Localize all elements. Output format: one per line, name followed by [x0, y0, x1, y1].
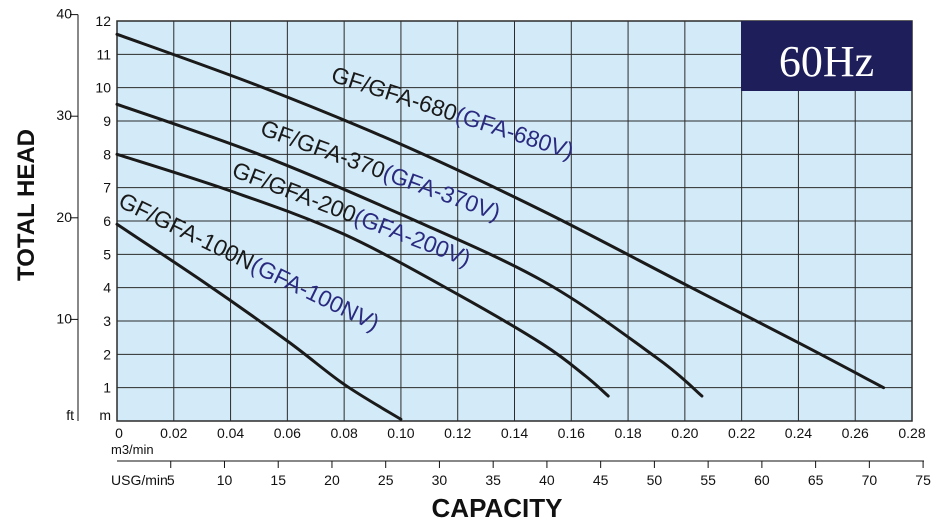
x-tick-label: 0.14	[501, 425, 528, 441]
curve-layer	[115, 32, 886, 421]
ft-tick-label: 40	[56, 6, 72, 22]
y-tick-label: 8	[103, 146, 111, 162]
x-tick-label: 0.04	[217, 425, 244, 441]
y-tick-label: 6	[103, 213, 111, 229]
y-tick-label: 12	[95, 13, 111, 29]
x-tick-label: 0.10	[387, 425, 414, 441]
y-unit-secondary: ft	[66, 407, 74, 423]
usg-tick-label: 10	[217, 472, 233, 488]
y-tick-label: 2	[103, 346, 111, 362]
ft-tick-label: 20	[56, 209, 72, 225]
frequency-badge-text: 60Hz	[779, 37, 874, 86]
gridlines	[117, 20, 913, 421]
x-tick-label: 0.18	[614, 425, 641, 441]
y-tick-label: 7	[103, 180, 111, 196]
x-tick-label: 0.02	[160, 425, 187, 441]
axes: 0 0.02 0.04 0.06 0.08 0.10 0.12 0.14 0.16 0.18 0.2…	[56, 6, 931, 488]
x-tick-label: 0.26	[842, 425, 869, 441]
usg-tick-label: 70	[862, 472, 878, 488]
frequency-badge-background	[741, 21, 912, 91]
ft-tick-label: 30	[56, 107, 72, 123]
curve-4	[115, 222, 403, 421]
y-tick-label: 11	[96, 46, 111, 62]
usg-tick-label: 35	[485, 472, 501, 488]
frequency-badge: 60Hz	[741, 21, 912, 91]
x-tick-label: 0.16	[558, 425, 585, 441]
y-tick-label: 4	[103, 280, 111, 296]
usg-tick-label: 30	[432, 472, 448, 488]
x-tick-label: 0.06	[274, 425, 301, 441]
x-unit-secondary: USG/min	[111, 472, 168, 488]
usg-tick-label: 75	[915, 472, 931, 488]
y-tick-label: 1	[103, 380, 111, 396]
curve-1	[115, 32, 886, 390]
y-tick-label: 10	[95, 80, 111, 96]
y-axis-title: TOTAL HEAD	[13, 129, 40, 281]
usg-tick-label: 5	[167, 472, 175, 488]
x-tick-label: 0.28	[898, 425, 925, 441]
ft-tick-label: 10	[56, 310, 72, 326]
x-tick-label: 0.08	[331, 425, 358, 441]
y-tick-label: 5	[103, 246, 111, 262]
usg-tick-label: 15	[270, 472, 286, 488]
x-tick-label: 0.20	[671, 425, 698, 441]
usg-tick-label: 25	[378, 472, 394, 488]
y-tick-label: 3	[103, 313, 111, 329]
x-axis-title: CAPACITY	[432, 493, 563, 522]
y-unit-primary: m	[99, 407, 111, 423]
usg-tick-label: 55	[700, 472, 716, 488]
curve-3	[115, 152, 610, 398]
usg-tick-label: 50	[647, 472, 663, 488]
curve-2	[115, 102, 704, 398]
x-tick-label: 0	[115, 425, 123, 441]
y-tick-label: 9	[103, 113, 111, 129]
usg-tick-label: 20	[324, 472, 340, 488]
usg-tick-label: 65	[808, 472, 824, 488]
usg-tick-label: 40	[539, 472, 555, 488]
usg-tick-label: 60	[754, 472, 770, 488]
x-tick-label: 0.22	[728, 425, 755, 441]
x-unit-primary: m3/min	[111, 442, 154, 457]
x-tick-label: 0.12	[444, 425, 471, 441]
usg-tick-label: 45	[593, 472, 609, 488]
x-tick-label: 0.24	[785, 425, 812, 441]
